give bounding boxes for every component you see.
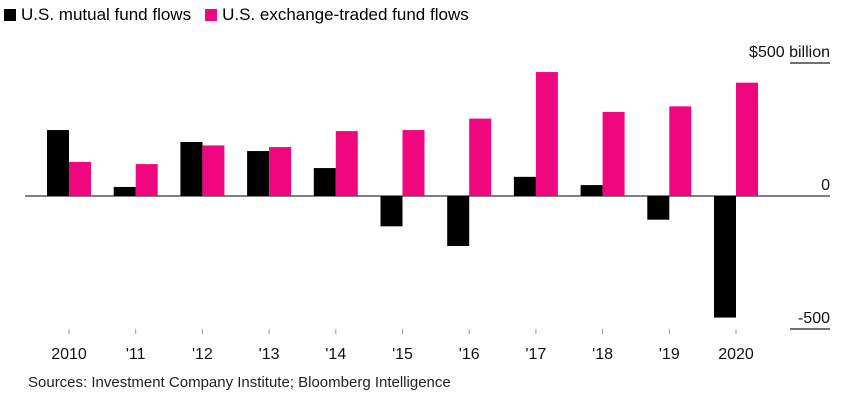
legend-swatch-etf (205, 9, 218, 21)
x-tick-label: '14 (325, 346, 346, 363)
bar-etf-2 (202, 145, 225, 196)
bar-mutual-4 (313, 168, 336, 196)
x-tick-label: '19 (659, 346, 680, 363)
x-tick-label: '11 (126, 346, 146, 363)
bar-etf-6 (469, 118, 492, 196)
bar-mutual-0 (47, 130, 69, 196)
legend-swatch-mutual (4, 9, 16, 21)
bar-etf-0 (69, 161, 91, 196)
x-tick-label: '12 (192, 346, 213, 363)
bar-mutual-9 (647, 196, 670, 220)
legend-label-etf: U.S. exchange-traded fund flows (222, 5, 469, 24)
x-tick-label: '13 (259, 346, 280, 363)
y-tick-label: $500 billion (749, 44, 830, 61)
bar-mutual-5 (380, 196, 403, 227)
legend-label-mutual: U.S. mutual fund flows (21, 5, 192, 24)
legend-item-etf: U.S. exchange-traded fund flows (205, 5, 469, 25)
bar-etf-7 (535, 72, 558, 196)
bar-mutual-3 (247, 151, 270, 196)
legend-item-mutual: U.S. mutual fund flows (4, 5, 191, 25)
bar-etf-8 (602, 111, 625, 196)
source-note: Sources: Investment Company Institute; B… (28, 374, 451, 391)
x-tick-label: '18 (592, 346, 613, 363)
x-tick-label: 2010 (51, 346, 87, 363)
y-tick-label: -500 (798, 310, 830, 327)
bar-mutual-7 (513, 176, 536, 196)
bar-mutual-10 (714, 196, 736, 318)
x-tick-label: '16 (459, 346, 480, 363)
bar-etf-9 (669, 106, 692, 196)
bar-etf-3 (269, 147, 292, 196)
bar-mutual-6 (447, 196, 470, 247)
bar-etf-4 (335, 131, 358, 196)
bar-etf-10 (736, 82, 758, 196)
bar-mutual-1 (113, 186, 136, 196)
bar-etf-1 (135, 164, 158, 196)
bar-mutual-2 (180, 142, 203, 196)
x-tick-label: 2020 (718, 346, 754, 363)
bar-mutual-8 (580, 185, 603, 196)
legend: U.S. mutual fund flows U.S. exchange-tra… (4, 5, 469, 25)
x-tick-label: '15 (392, 346, 413, 363)
bar-etf-5 (402, 130, 425, 196)
y-tick-label: 0 (821, 177, 830, 194)
x-tick-label: '17 (525, 346, 546, 363)
